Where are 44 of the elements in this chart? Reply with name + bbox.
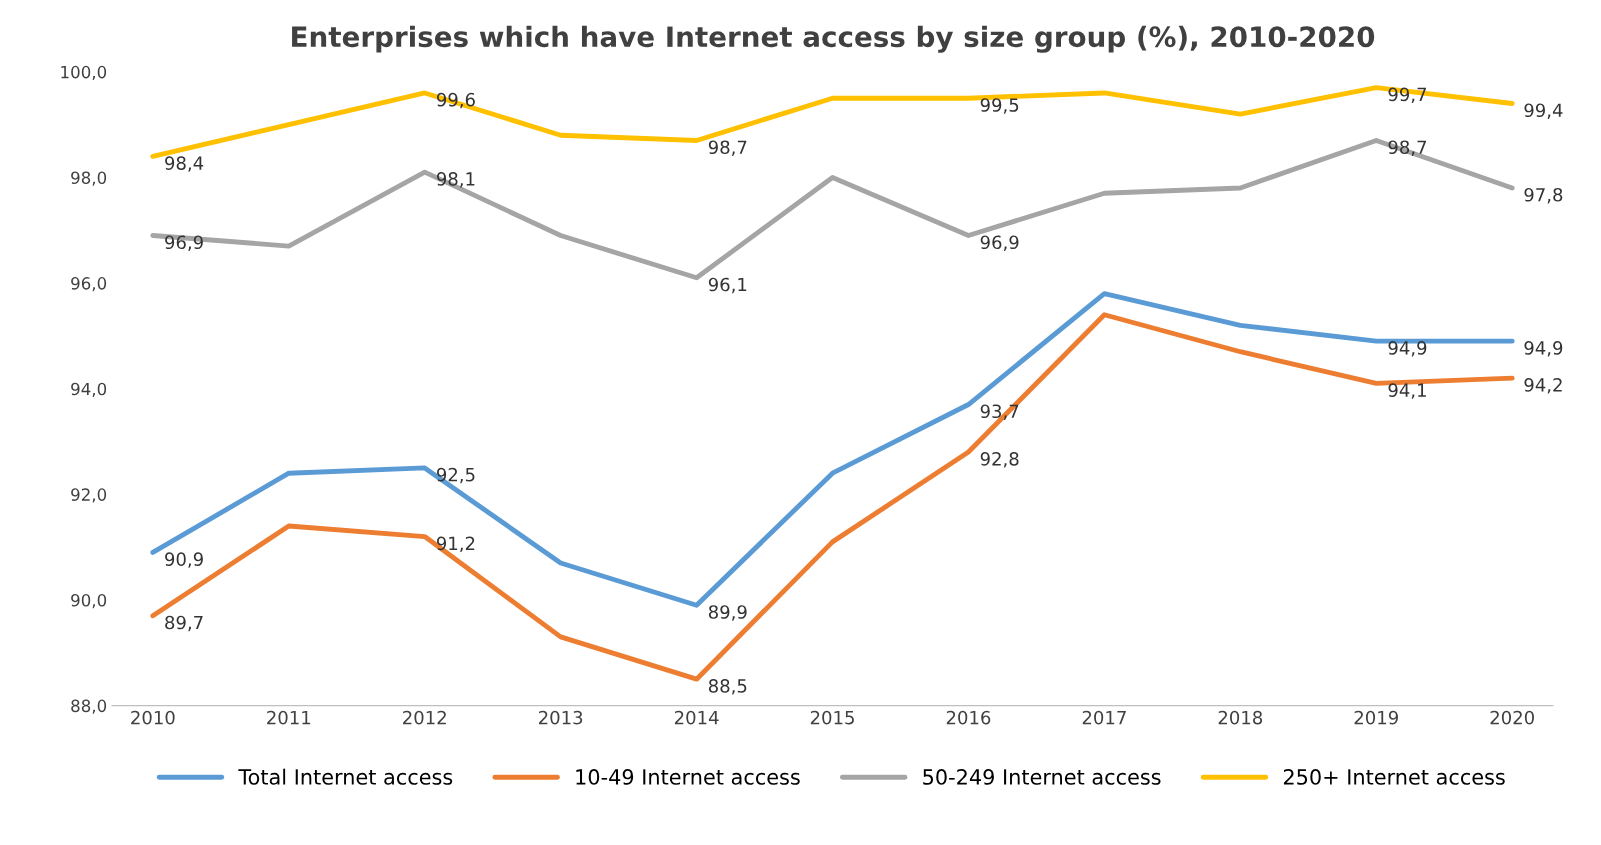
legend-label: 250+ Internet access — [1283, 769, 1505, 785]
legend-label: 50-249 Internet access — [923, 769, 1161, 785]
data-label: 89,9 — [708, 605, 747, 621]
legend-label: Total Internet access — [238, 768, 453, 785]
y-tick-label: 90,0 — [71, 593, 107, 609]
x-tick-label: 2012 — [403, 710, 446, 725]
data-label: 99,4 — [1524, 103, 1563, 119]
data-label: 97,8 — [1524, 187, 1563, 204]
data-label: 96,9 — [165, 235, 203, 251]
x-tick-label: 2013 — [539, 710, 583, 725]
y-tick-label: 100,0 — [61, 65, 107, 81]
y-tick-label: 96,0 — [71, 277, 107, 292]
data-label: 88,5 — [708, 679, 747, 695]
data-label: 96,1 — [708, 277, 747, 294]
x-tick-label: 2020 — [1490, 710, 1534, 725]
data-label: 98,4 — [165, 156, 204, 172]
data-label: 96,9 — [980, 235, 1019, 251]
x-tick-label: 2014 — [674, 710, 719, 725]
data-label: 98,7 — [708, 140, 747, 156]
data-label: 98,1 — [436, 172, 475, 188]
chart-title: Enterprises which have Internet access by size group (%), 2010-2020 — [292, 25, 1375, 53]
y-tick-label: 88,0 — [71, 699, 107, 714]
x-tick-label: 2019 — [1354, 710, 1398, 725]
x-tick-label: 2018 — [1218, 710, 1263, 725]
data-label: 99,5 — [980, 98, 1019, 114]
data-label: 94,2 — [1524, 378, 1562, 394]
y-tick-label: 98,0 — [71, 171, 107, 186]
data-label: 94,9 — [1524, 341, 1563, 357]
data-label: 94,1 — [1388, 383, 1426, 399]
data-label: 98,7 — [1388, 140, 1427, 156]
data-label: 89,7 — [165, 615, 203, 632]
x-tick-label: 2011 — [267, 710, 311, 725]
x-tick-label: 2016 — [946, 710, 991, 725]
x-tick-label: 2017 — [1082, 710, 1126, 725]
y-tick-label: 94,0 — [71, 382, 107, 397]
x-tick-label: 2010 — [131, 710, 175, 725]
legend-label: 10-49 Internet access — [576, 769, 800, 785]
data-label: 90,9 — [165, 552, 203, 568]
data-label: 92,5 — [436, 467, 475, 484]
data-label: 94,9 — [1388, 341, 1427, 357]
data-label: 92,8 — [980, 451, 1019, 468]
data-label: 91,2 — [436, 536, 475, 552]
x-tick-label: 2015 — [810, 710, 854, 725]
y-tick-label: 92,0 — [71, 488, 107, 503]
